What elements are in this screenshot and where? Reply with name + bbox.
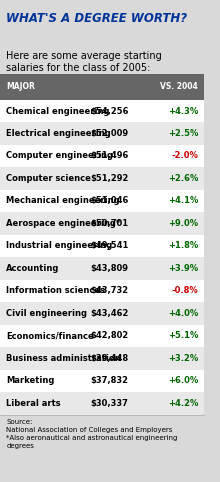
Text: Aerospace engineering*: Aerospace engineering* [6,219,121,228]
FancyBboxPatch shape [0,347,204,370]
Text: $54,256: $54,256 [90,107,129,116]
Text: $50,701: $50,701 [91,219,129,228]
Text: MAJOR: MAJOR [6,82,35,91]
Text: $43,809: $43,809 [91,264,129,273]
Text: $30,337: $30,337 [91,399,129,408]
FancyBboxPatch shape [0,324,204,347]
Text: +3.9%: +3.9% [168,264,198,273]
Text: Chemical engineering: Chemical engineering [6,107,110,116]
Text: +3.2%: +3.2% [168,354,198,363]
Text: -0.8%: -0.8% [171,286,198,295]
Text: Electrical engineering: Electrical engineering [6,129,111,138]
Text: Marketing: Marketing [6,376,55,385]
Text: +1.8%: +1.8% [168,241,198,251]
Text: Industrial engineering: Industrial engineering [6,241,112,251]
Text: $37,832: $37,832 [91,376,129,385]
FancyBboxPatch shape [0,302,204,324]
Text: $43,462: $43,462 [90,309,129,318]
Text: $52,009: $52,009 [91,129,129,138]
FancyBboxPatch shape [0,122,204,145]
Text: WHAT'S A DEGREE WORTH?: WHAT'S A DEGREE WORTH? [6,12,187,25]
Text: +5.1%: +5.1% [168,331,198,340]
Text: $51,496: $51,496 [90,151,129,161]
Text: +4.2%: +4.2% [168,399,198,408]
Text: Computer science: Computer science [6,174,91,183]
FancyBboxPatch shape [0,100,204,122]
FancyBboxPatch shape [0,370,204,392]
Text: +4.3%: +4.3% [168,107,198,116]
Text: Information sciences: Information sciences [6,286,105,295]
Text: +9.0%: +9.0% [168,219,198,228]
Text: $51,292: $51,292 [90,174,129,183]
Text: +2.6%: +2.6% [168,174,198,183]
Text: Here are some average starting
salaries for the class of 2005:: Here are some average starting salaries … [6,51,162,73]
FancyBboxPatch shape [0,280,204,302]
Text: Mechanical engineering: Mechanical engineering [6,197,120,205]
Text: $49,541: $49,541 [90,241,129,251]
Text: Computer engineering: Computer engineering [6,151,113,161]
Text: Business administration: Business administration [6,354,121,363]
Text: Source:
National Association of Colleges and Employers
*Also aeronautical and as: Source: National Association of Colleges… [6,419,178,449]
Text: VS. 2004: VS. 2004 [160,82,198,91]
FancyBboxPatch shape [0,212,204,235]
FancyBboxPatch shape [0,167,204,190]
Text: $39,448: $39,448 [91,354,129,363]
Text: Accounting: Accounting [6,264,59,273]
Text: Liberal arts: Liberal arts [6,399,61,408]
FancyBboxPatch shape [0,145,204,167]
Text: -2.0%: -2.0% [171,151,198,161]
Text: +4.1%: +4.1% [168,197,198,205]
FancyBboxPatch shape [0,190,204,212]
FancyBboxPatch shape [0,257,204,280]
FancyBboxPatch shape [0,392,204,415]
Text: +4.0%: +4.0% [168,309,198,318]
Text: Economics/finance: Economics/finance [6,331,94,340]
FancyBboxPatch shape [0,235,204,257]
FancyBboxPatch shape [0,74,204,100]
Text: $51,046: $51,046 [90,197,129,205]
Text: $42,802: $42,802 [90,331,129,340]
Text: +2.5%: +2.5% [168,129,198,138]
Text: $43,732: $43,732 [91,286,129,295]
Text: Civil engineering: Civil engineering [6,309,87,318]
Text: +6.0%: +6.0% [168,376,198,385]
